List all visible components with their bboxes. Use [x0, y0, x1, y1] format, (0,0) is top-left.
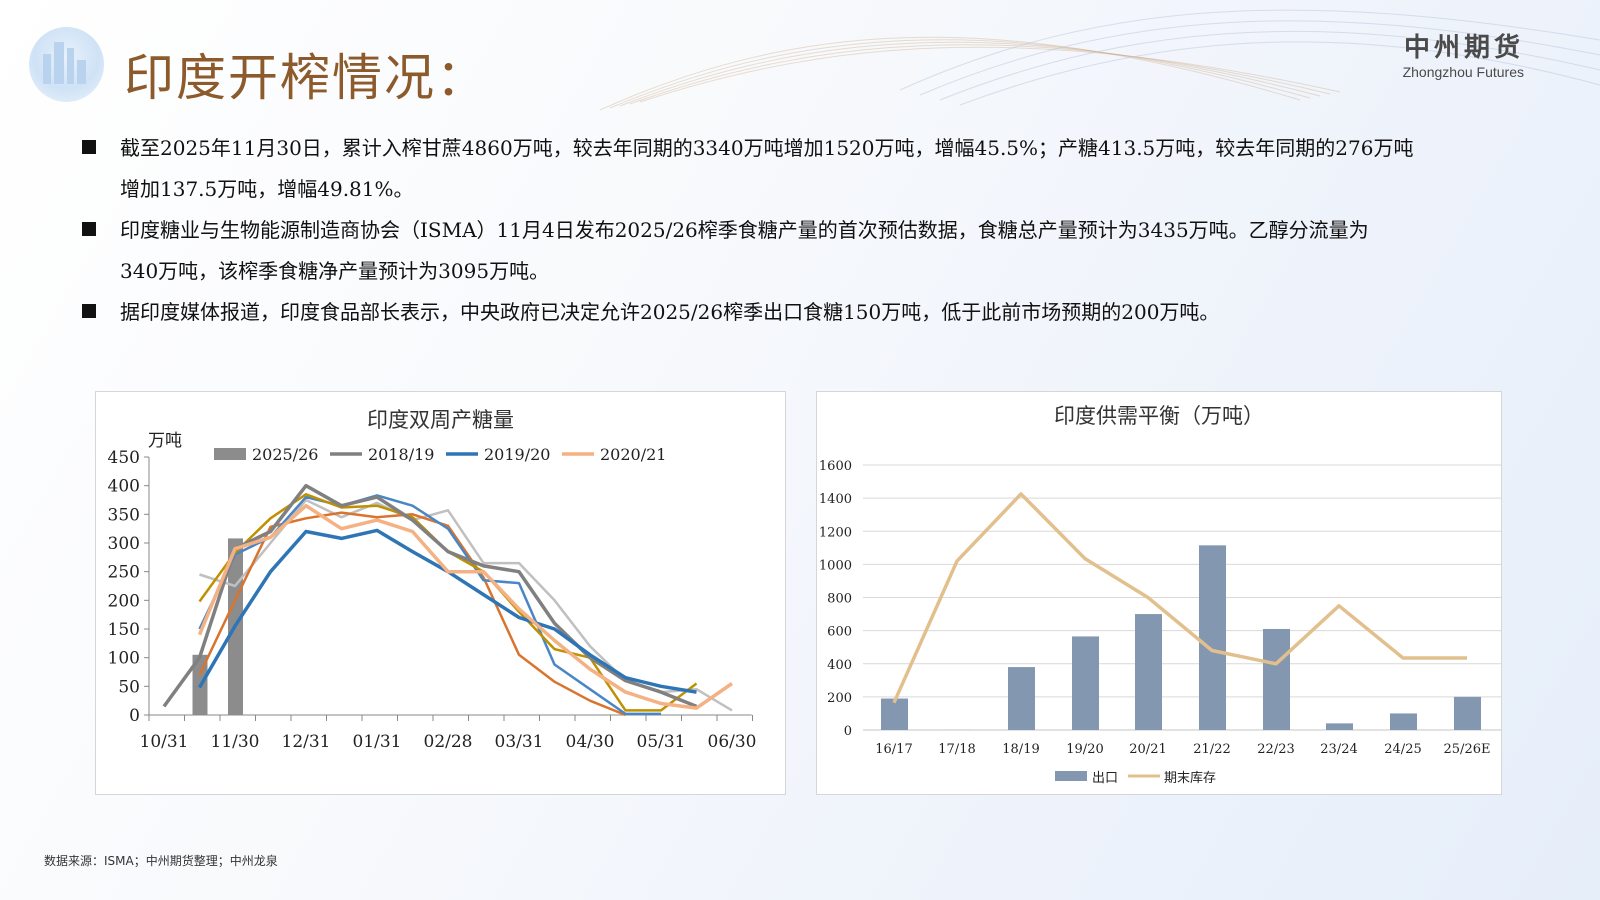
chart-title: 印度双周产糖量 — [367, 408, 514, 432]
legend-label: 2025/26 — [252, 445, 318, 464]
bar-export — [1390, 713, 1417, 730]
y-tick-label: 1200 — [819, 525, 852, 540]
x-tick-label: 12/31 — [282, 732, 331, 752]
y-tick-label: 150 — [108, 620, 140, 640]
x-tick-label: 17/18 — [938, 742, 975, 757]
line-chart-plot: 万吨 0 50 100 150 200 250 300 350 400 450 10/31 11/30 1… — [108, 431, 757, 752]
y-tick-label: 1600 — [819, 459, 852, 474]
legend-label: 2018/19 — [368, 445, 434, 464]
y-tick-label: 300 — [108, 534, 140, 554]
bar-export — [944, 729, 971, 730]
y-tick-label: 400 — [108, 477, 140, 497]
y-tick-label: 350 — [108, 505, 140, 525]
chart-legend: 2025/26 2018/19 2019/20 2020/21 — [214, 445, 666, 464]
brand-logo: 中州期货 Zhongzhou Futures — [1403, 33, 1524, 81]
x-tick-label: 06/30 — [708, 732, 757, 752]
bar-export — [1199, 545, 1226, 730]
square-bullet-icon — [82, 304, 96, 318]
x-tick-label: 18/19 — [1002, 742, 1039, 757]
chart-title: 印度供需平衡（万吨） — [1054, 404, 1264, 428]
y-tick-label: 250 — [108, 563, 140, 583]
brand-name-cn: 中州期货 — [1403, 33, 1524, 63]
y-tick-label: 800 — [827, 592, 852, 607]
x-tick-label: 21/22 — [1193, 742, 1230, 757]
bullet-list: 截至2025年11月30日，累计入榨甘蔗4860万吨，较去年同期的3340万吨增… — [82, 128, 1522, 333]
series-line-2020-21 — [197, 503, 733, 710]
x-tick-label: 16/17 — [875, 742, 912, 757]
x-tick-label: 11/30 — [211, 732, 260, 752]
x-tick-label: 05/31 — [637, 732, 686, 752]
x-tick-label: 22/23 — [1257, 742, 1294, 757]
y-tick-label: 200 — [108, 591, 140, 611]
legend-swatch-bar — [1055, 771, 1087, 781]
y-tick-label: 100 — [108, 649, 140, 669]
x-tick-label: 10/31 — [140, 732, 189, 752]
chart-legend: 出口 期末库存 — [1055, 770, 1216, 786]
bar-line-chart-plot: 0 200 400 600 800 1000 1200 1400 1600 16/17 17/18 1… — [819, 459, 1501, 786]
y-tick-label: 0 — [129, 706, 140, 726]
bullet-item: 据印度媒体报道，印度食品部长表示，中央政府已决定允许2025/26榨季出口食糖1… — [82, 292, 1522, 333]
y-tick-label: 1000 — [819, 558, 852, 573]
biweekly-sugar-production-chart: 印度双周产糖量 万吨 0 50 100 150 200 250 300 350 400 450 10/… — [95, 391, 786, 795]
series-line-ending-stock — [892, 492, 1467, 704]
data-source-note: 数据来源：ISMA；中州期货整理；中州龙泉 — [44, 854, 278, 868]
x-tick-label: 01/31 — [353, 732, 402, 752]
y-tick-label: 50 — [118, 677, 140, 697]
legend-label: 2020/21 — [600, 445, 666, 464]
y-tick-label: 600 — [827, 625, 852, 640]
series-line-2018-19 — [162, 483, 698, 709]
y-tick-label: 200 — [827, 691, 852, 706]
brand-name-en: Zhongzhou Futures — [1402, 64, 1524, 80]
bar-export — [1135, 614, 1162, 730]
x-tick-label: 20/21 — [1129, 742, 1166, 757]
y-axis-unit-label: 万吨 — [148, 431, 182, 451]
y-tick-label: 0 — [844, 724, 852, 739]
x-tick-label: 25/26E — [1444, 742, 1491, 757]
series-line-2019-20 — [197, 528, 697, 694]
x-tick-label: 19/20 — [1066, 742, 1103, 757]
supply-demand-balance-chart: 印度供需平衡（万吨） 0 200 400 600 800 1000 1200 1400 1600… — [816, 391, 1502, 795]
series-line-other-2 — [198, 511, 626, 717]
y-tick-label: 400 — [827, 658, 852, 673]
legend-label: 2019/20 — [484, 445, 550, 464]
x-tick-label: 24/25 — [1384, 742, 1421, 757]
x-tick-label: 23/24 — [1320, 742, 1357, 757]
legend-swatch-bar — [214, 448, 246, 460]
x-tick-label: 03/31 — [495, 732, 544, 752]
bar-export — [1263, 628, 1290, 730]
bullet-item: 截至2025年11月30日，累计入榨甘蔗4860万吨，较去年同期的3340万吨增… — [82, 128, 1522, 210]
legend-label: 期末库存 — [1164, 770, 1216, 786]
bar-export — [1008, 667, 1035, 730]
city-skyline-logo — [29, 27, 104, 102]
bar-export — [1072, 636, 1099, 730]
bullet-item: 印度糖业与生物能源制造商协会（ISMA）11月4日发布2025/26榨季食糖产量… — [82, 210, 1522, 292]
page-title: 印度开榨情况： — [124, 49, 488, 107]
bar-export — [881, 698, 908, 730]
square-bullet-icon — [82, 140, 96, 154]
y-tick-label: 1400 — [819, 492, 852, 507]
y-tick-label: 450 — [108, 448, 140, 468]
legend-label: 出口 — [1092, 771, 1118, 786]
x-tick-label: 02/28 — [424, 732, 473, 752]
bar-export — [1326, 723, 1353, 730]
square-bullet-icon — [82, 222, 96, 236]
x-tick-label: 04/30 — [566, 732, 615, 752]
bar-export — [1454, 696, 1481, 730]
